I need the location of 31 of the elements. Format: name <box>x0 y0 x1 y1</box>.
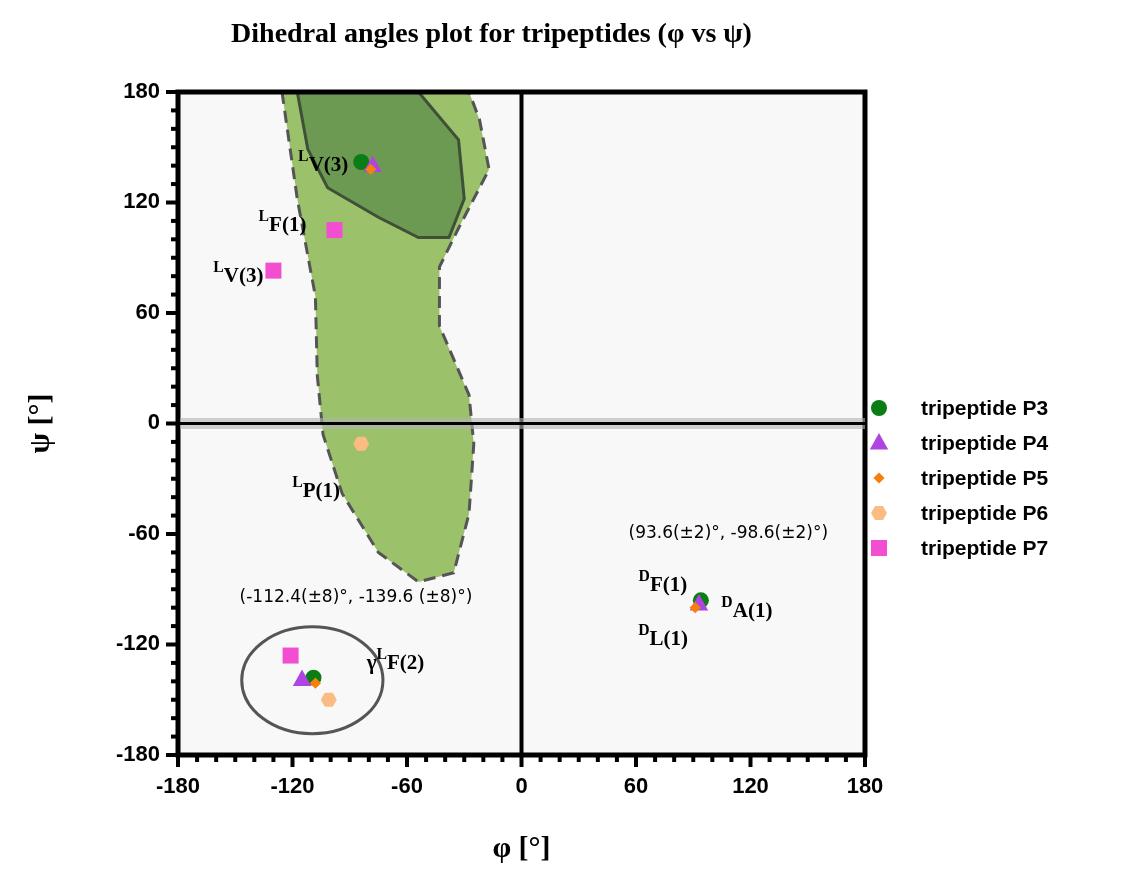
x-tick-label: -180 <box>155 773 201 798</box>
annotation: $^{L}$V(3) <box>213 257 264 287</box>
y-tick-label: -60 <box>128 519 160 545</box>
y-tick-label: 180 <box>123 77 160 103</box>
annotation: $^{D}$A(1) <box>721 593 773 623</box>
x-tick-label: 0 <box>515 773 528 798</box>
annotation: $^{D}$F(1) <box>638 567 688 597</box>
legend-label: tripeptide P4 <box>921 430 1049 455</box>
x-axis-title: φ [°] <box>492 830 551 863</box>
y-tick-label: -120 <box>115 630 160 656</box>
annotation: (-112.4(±8)°, -139.6 (±8)°) <box>239 585 473 606</box>
y-tick-label: -180 <box>115 740 160 766</box>
annotation: $^{L}$V(3) <box>298 147 349 176</box>
y-tick-label: 60 <box>135 298 160 324</box>
x-tick-label: 60 <box>623 773 649 798</box>
annotation: $^{D}$L(1) <box>638 620 689 650</box>
y-axis-title: ψ [°] <box>21 393 55 454</box>
legend-label: tripeptide P5 <box>921 465 1049 490</box>
x-tick-label: -120 <box>270 773 315 798</box>
x-tick-label: -60 <box>391 773 423 798</box>
y-tick-label: 0 <box>147 409 160 435</box>
x-tick-label: 120 <box>732 773 769 798</box>
legend-label: tripeptide P6 <box>921 500 1049 525</box>
chart-title: Dihedral angles plot for tripeptides (φ vs ψ) <box>231 17 752 48</box>
y-tick-label: 120 <box>123 188 160 214</box>
annotation: $^{L}$P(1) <box>292 472 341 502</box>
annotation: (93.6(±2)°, -98.6(±2)°) <box>628 521 829 542</box>
annotation: γ$^{L}$F(2) <box>365 644 425 674</box>
legend-label: tripeptide P3 <box>921 395 1049 420</box>
legend-label: tripeptide P7 <box>921 535 1049 560</box>
x-tick-label: 180 <box>846 773 884 798</box>
